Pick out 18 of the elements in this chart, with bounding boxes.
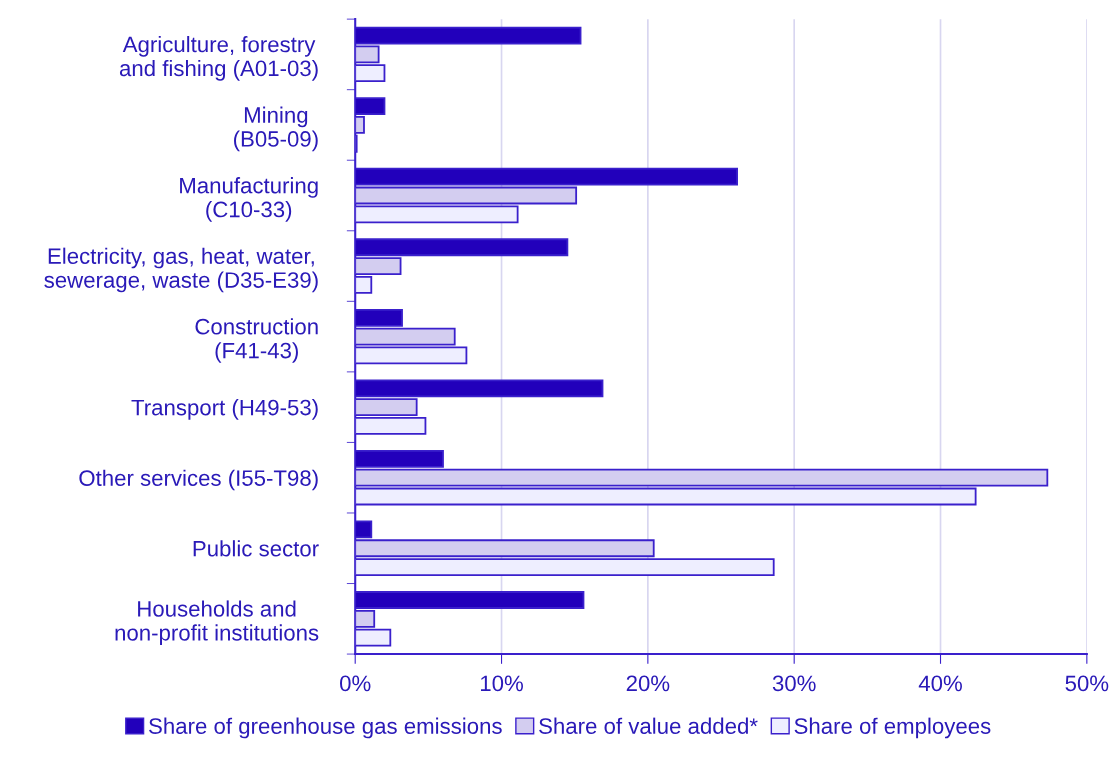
legend-label: Share of value added*	[539, 717, 758, 734]
x-tick-label: 0%	[340, 675, 371, 692]
legend-label: Share of greenhouse gas emissions	[149, 717, 502, 739]
y-tick-label: Mining (B05-09)	[234, 106, 318, 152]
legend-label: Share of employees	[794, 717, 991, 739]
x-tick-label: 10%	[480, 675, 523, 692]
y-tick-label: Agriculture, forestry and fishing (A01-03)	[119, 35, 318, 81]
y-tick-label: Households and non-profit institutions	[115, 600, 319, 646]
x-tick-label: 40%	[918, 675, 962, 692]
y-tick-label: Public sector	[193, 540, 319, 557]
y-tick-label: Construction (F41-43)	[195, 318, 318, 363]
y-tick-label: Transport (H49-53)	[131, 399, 318, 420]
x-tick-label: 50%	[1065, 675, 1109, 692]
y-tick-label: Electricity, gas, heat, water, sewerage, waste (D35-E39)	[44, 247, 318, 293]
y-tick-label: Other services (I55-T98)	[79, 469, 318, 491]
y-tick-label: Manufacturing (C10-33)	[180, 177, 318, 222]
x-tick-label: 30%	[772, 675, 816, 692]
x-tick-label: 20%	[626, 675, 670, 692]
